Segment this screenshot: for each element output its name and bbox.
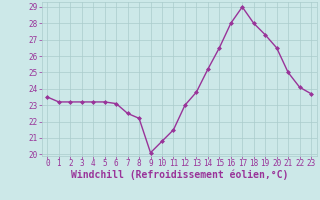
X-axis label: Windchill (Refroidissement éolien,°C): Windchill (Refroidissement éolien,°C) bbox=[70, 169, 288, 180]
